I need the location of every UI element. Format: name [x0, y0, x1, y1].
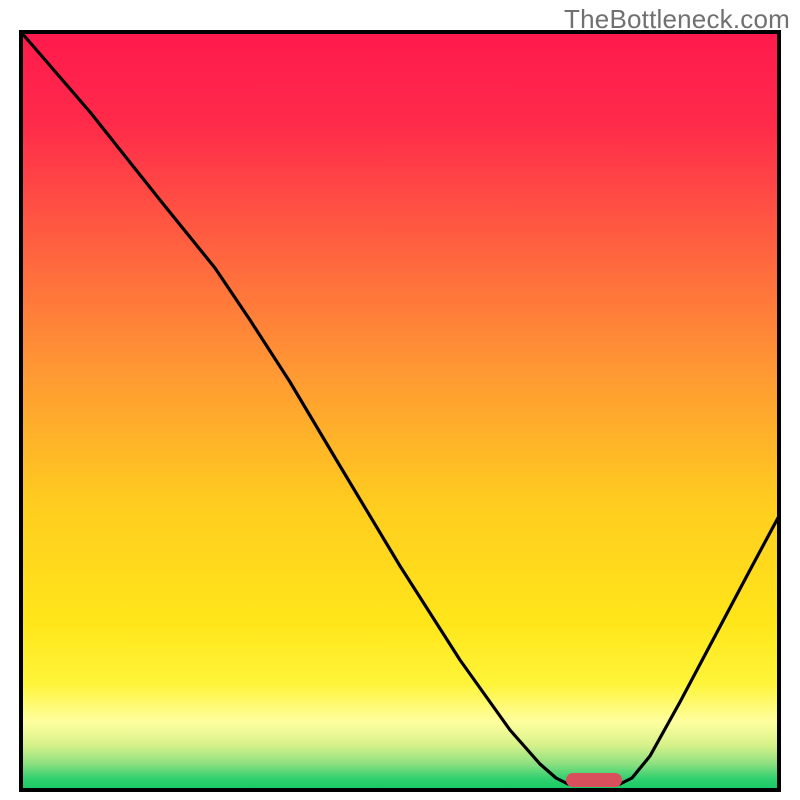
- bottleneck-line-chart: [0, 0, 800, 800]
- minimum-marker: [566, 773, 622, 787]
- watermark-text: TheBottleneck.com: [564, 4, 790, 35]
- chart-background: [21, 32, 779, 790]
